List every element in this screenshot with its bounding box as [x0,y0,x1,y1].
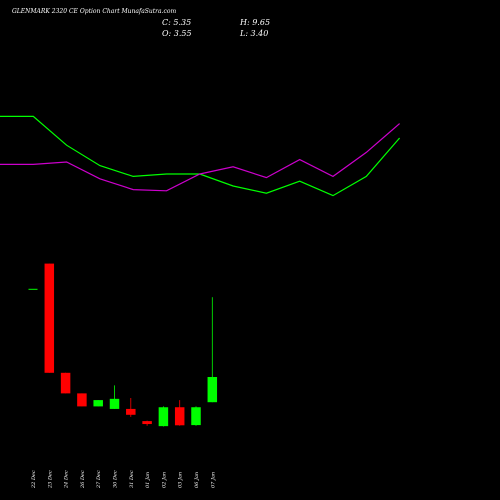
indicator-line-1 [0,115,401,197]
x-tick-label: 02 Jan [161,472,167,488]
open-value: O: 3.55 [162,29,192,38]
x-tick-label: 06 Jan [194,472,200,488]
high-value: H: 9.65 [240,18,271,27]
candle-body [60,372,71,394]
candle-body [77,393,87,407]
candle-body [109,398,120,409]
candle-body [44,263,55,373]
close-value: C: 5.35 [162,18,192,27]
candle-body [142,421,152,425]
x-tick-label: 07 Jan [210,472,216,488]
candle-body [174,407,185,426]
indicator-line-2 [0,123,400,192]
x-tick-label: 03 Jan [178,472,184,488]
x-tick-label: 26 Dec [80,470,86,489]
candle-body [207,377,218,403]
chart-title: GLENMARK 2320 CE Option Chart MunafaSutr… [12,8,177,15]
x-tick-label: 22 Dec [31,470,37,489]
x-tick-label: 24 Dec [64,470,70,489]
candle-body [158,407,169,427]
x-tick-label: 27 Dec [96,470,102,489]
candle-body [28,288,38,290]
x-tick-label: 01 Jan [145,472,151,488]
candle-body [191,407,201,426]
candle-body [126,408,136,415]
low-value: L: 3.40 [240,29,269,38]
candle-body [93,400,103,407]
x-tick-label: 30 Dec [113,470,119,488]
x-tick-label: 31 Dec [129,470,135,488]
x-tick-label: 23 Dec [47,470,53,489]
